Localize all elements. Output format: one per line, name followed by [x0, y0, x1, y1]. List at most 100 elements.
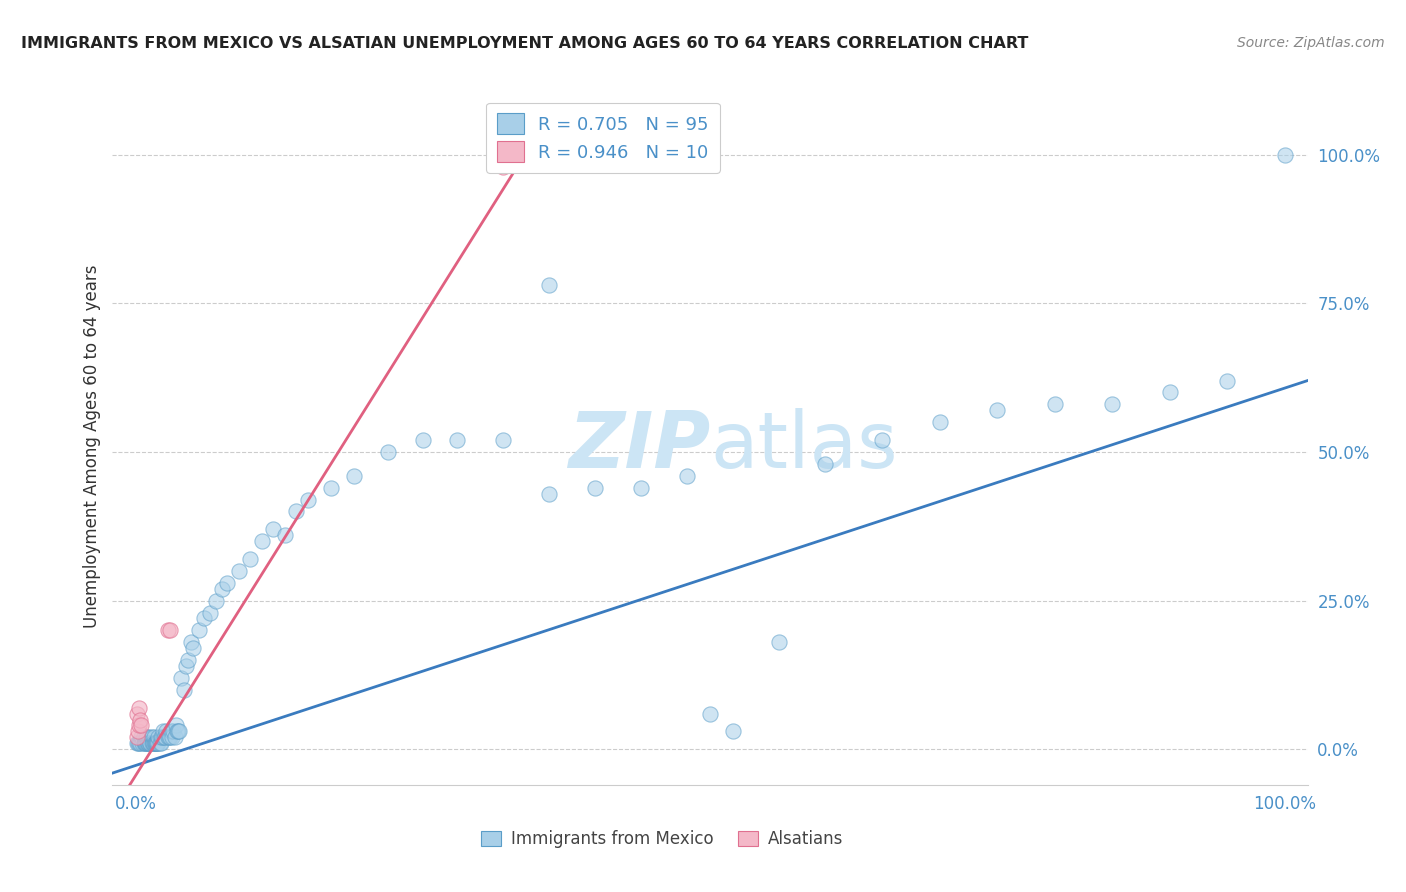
Point	[163, 731, 186, 745]
Point	[125, 736, 148, 750]
Point	[1101, 397, 1123, 411]
Point	[155, 724, 177, 739]
Point	[156, 731, 179, 745]
Point	[174, 659, 197, 673]
Point	[205, 593, 228, 607]
Point	[377, 445, 399, 459]
Point	[162, 731, 183, 745]
Point	[141, 731, 163, 745]
Point	[162, 724, 184, 739]
Point	[343, 468, 366, 483]
Point	[148, 731, 170, 745]
Point	[134, 736, 156, 750]
Point	[160, 724, 183, 739]
Point	[217, 575, 239, 590]
Point	[149, 731, 172, 745]
Point	[146, 736, 169, 750]
Point	[128, 736, 150, 750]
Point	[138, 731, 160, 745]
Point	[239, 552, 262, 566]
Point	[152, 724, 174, 739]
Point	[538, 278, 561, 293]
Point	[986, 403, 1008, 417]
Point	[136, 736, 159, 750]
Point	[125, 706, 148, 721]
Point	[814, 457, 837, 471]
Point	[149, 736, 172, 750]
Point	[127, 724, 149, 739]
Point	[143, 736, 166, 750]
Point	[167, 724, 190, 739]
Point	[187, 624, 209, 638]
Point	[129, 731, 152, 745]
Point	[319, 481, 342, 495]
Point	[156, 624, 179, 638]
Point	[125, 731, 148, 745]
Point	[1043, 397, 1066, 411]
Point	[157, 731, 180, 745]
Point	[141, 736, 163, 750]
Point	[142, 736, 165, 750]
Point	[446, 433, 468, 447]
Point	[145, 736, 167, 750]
Point	[142, 736, 165, 750]
Point	[177, 653, 200, 667]
Point	[129, 736, 152, 750]
Point	[143, 736, 166, 750]
Point	[274, 528, 297, 542]
Point	[145, 736, 167, 750]
Point	[159, 731, 181, 745]
Point	[211, 582, 233, 596]
Point	[136, 736, 159, 750]
Point	[180, 635, 202, 649]
Point	[285, 504, 308, 518]
Point	[412, 433, 434, 447]
Point	[167, 724, 190, 739]
Point	[128, 700, 150, 714]
Point	[170, 671, 193, 685]
Point	[142, 736, 165, 750]
Point	[128, 718, 150, 732]
Point	[166, 724, 188, 739]
Point	[928, 415, 950, 429]
Point	[1216, 374, 1239, 388]
Point	[1159, 385, 1181, 400]
Legend: Immigrants from Mexico, Alsatians: Immigrants from Mexico, Alsatians	[474, 823, 851, 855]
Point	[153, 731, 176, 745]
Point	[150, 731, 173, 745]
Point	[173, 682, 195, 697]
Text: IMMIGRANTS FROM MEXICO VS ALSATIAN UNEMPLOYMENT AMONG AGES 60 TO 64 YEARS CORREL: IMMIGRANTS FROM MEXICO VS ALSATIAN UNEMP…	[21, 36, 1028, 51]
Text: Source: ZipAtlas.com: Source: ZipAtlas.com	[1237, 36, 1385, 50]
Point	[768, 635, 790, 649]
Point	[181, 641, 204, 656]
Point	[492, 433, 515, 447]
Point	[135, 731, 157, 745]
Point	[129, 718, 152, 732]
Point	[165, 718, 187, 732]
Point	[132, 731, 155, 745]
Y-axis label: Unemployment Among Ages 60 to 64 years: Unemployment Among Ages 60 to 64 years	[83, 264, 101, 628]
Point	[132, 736, 155, 750]
Point	[297, 492, 319, 507]
Point	[492, 160, 515, 174]
Point	[872, 433, 894, 447]
Point	[538, 486, 561, 500]
Text: ZIP: ZIP	[568, 408, 710, 484]
Point	[228, 564, 250, 578]
Point	[583, 481, 606, 495]
Point	[721, 724, 744, 739]
Point	[676, 468, 699, 483]
Point	[630, 481, 652, 495]
Point	[148, 736, 170, 750]
Point	[198, 606, 221, 620]
Point	[129, 713, 152, 727]
Point	[135, 736, 157, 750]
Point	[127, 736, 149, 750]
Text: atlas: atlas	[710, 408, 897, 484]
Point	[131, 736, 153, 750]
Point	[146, 736, 169, 750]
Point	[250, 534, 273, 549]
Point	[138, 736, 160, 750]
Point	[134, 736, 156, 750]
Point	[136, 731, 159, 745]
